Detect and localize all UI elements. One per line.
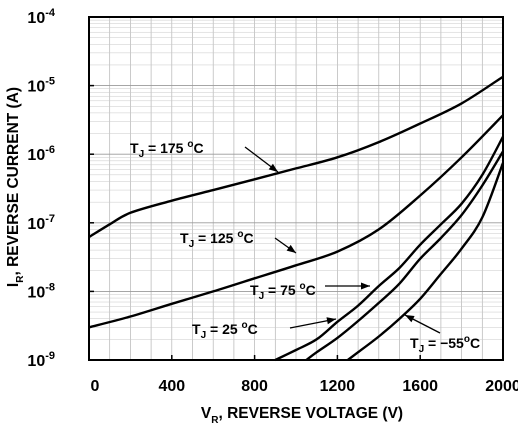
series-line-1 [88,114,504,329]
series-label-2: TJ = 75 oC [250,281,316,302]
x-tick-label: 2000 [485,378,518,395]
series-label-3: TJ = 25 oC [192,320,258,341]
label-arrowhead-2 [361,282,370,290]
x-tick-label: 400 [158,378,185,395]
series-line-2 [274,136,505,362]
ticks-layer: 0 400 800 1200 1600 2000 10-9 10-8 10-7 10-6 10-5 1… [27,7,518,395]
grid-layer [89,17,503,360]
label-arrowhead-4 [405,315,415,323]
series-layer [88,75,505,362]
label-arrowhead-0 [268,163,278,172]
y-tick-label: 10-5 [27,76,55,96]
x-tick-label: 800 [241,378,268,395]
plot-frame [88,16,504,361]
x-tick-label: 1200 [320,378,356,395]
series-line-0 [88,75,504,239]
y-tick-label: 10-7 [27,213,55,233]
label-arrowhead-3 [326,317,336,325]
label-arrowhead-1 [286,244,296,253]
series-line-4 [347,162,505,361]
y-tick-label: 10-9 [27,350,55,370]
series-label-1: TJ = 125 oC [180,229,254,250]
labels-layer: TJ = 175 oC TJ = 125 oC TJ = 75 oC TJ = 25 … [130,139,480,355]
series-line-3 [305,150,505,361]
series-label-4: TJ = −55oC [410,334,480,355]
y-axis-title: IR, REVERSE CURRENT (A) [5,87,26,287]
series-label-0: TJ = 175 oC [130,139,204,160]
x-tick-label: 1600 [402,378,438,395]
x-axis-title: VR, REVERSE VOLTAGE (V) [201,405,403,426]
y-tick-label: 10-8 [27,281,55,301]
y-tick-label: 10-6 [27,144,55,164]
y-tick-label: 10-4 [27,7,55,27]
x-tick-label: 0 [91,378,100,395]
